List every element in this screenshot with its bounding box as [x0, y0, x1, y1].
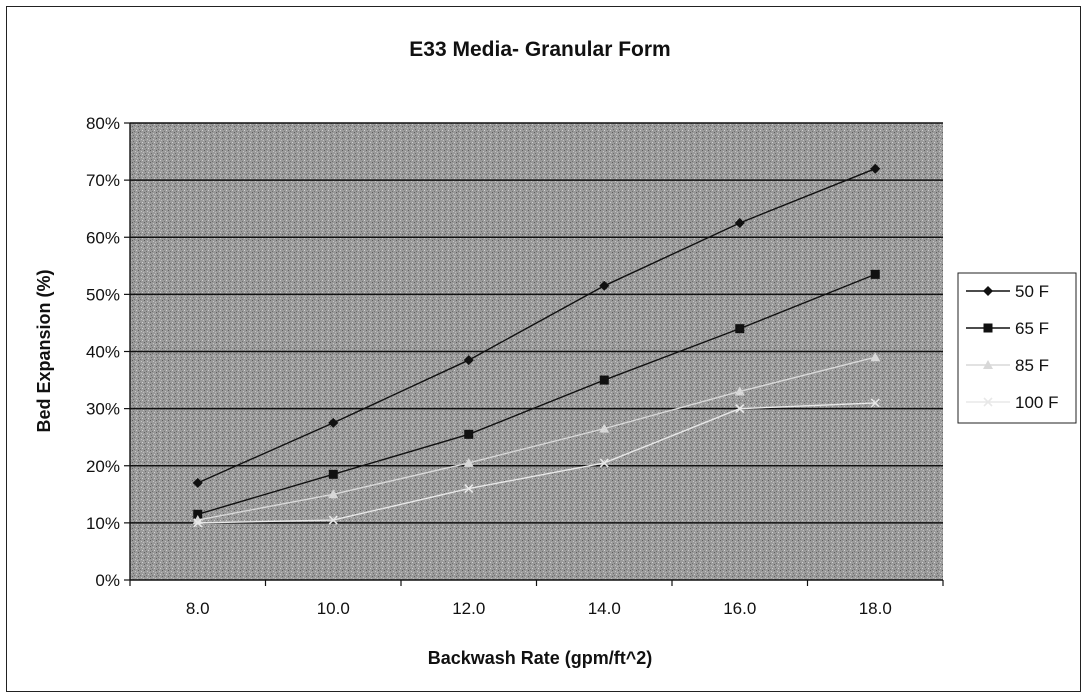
- data-point: [193, 518, 203, 528]
- y-axis-title: Bed Expansion (%): [34, 269, 54, 432]
- data-point: [870, 352, 881, 362]
- series-85-f: [192, 352, 881, 525]
- legend-item: 50 F: [966, 282, 1049, 301]
- y-tick-label: 20%: [86, 457, 120, 476]
- legend-item: 65 F: [966, 319, 1049, 338]
- y-tick-label: 40%: [86, 343, 120, 362]
- data-point: [599, 458, 609, 468]
- series-line: [197, 273, 876, 515]
- legend-item: 100 F: [966, 393, 1058, 412]
- data-point: [192, 515, 203, 525]
- x-tick-label: 10.0: [317, 599, 350, 618]
- x-axis-title: Backwash Rate (gpm/ft^2): [428, 648, 653, 668]
- legend-box: [957, 272, 1077, 424]
- legend-item: 85 F: [966, 356, 1049, 375]
- legend-marker: [983, 397, 993, 407]
- data-point: [463, 355, 474, 366]
- data-point: [599, 375, 609, 385]
- data-point: [328, 469, 338, 479]
- data-point: [734, 217, 745, 228]
- series-50-f: [192, 163, 881, 488]
- y-tick-label: 30%: [86, 400, 120, 419]
- x-tick-label: 18.0: [859, 599, 892, 618]
- y-tick-label: 70%: [86, 171, 120, 190]
- data-point: [734, 386, 745, 396]
- gridlines: [130, 122, 943, 524]
- legend-marker: [983, 286, 993, 296]
- data-point: [328, 515, 338, 525]
- legend-label: 85 F: [1015, 356, 1049, 375]
- data-point: [870, 398, 880, 408]
- data-point: [193, 509, 203, 519]
- y-tick-label: 60%: [86, 228, 120, 247]
- data-point: [463, 457, 474, 467]
- data-point: [599, 423, 610, 433]
- legend: 50 F 65 F 85 F 100 F: [957, 272, 1077, 424]
- data-point: [464, 484, 474, 494]
- legend-label: 50 F: [1015, 282, 1049, 301]
- data-point: [735, 404, 745, 414]
- x-axis-ticks: 8.0 10.0 12.0 14.0 16.0 18.0: [129, 580, 944, 618]
- data-point: [328, 417, 339, 428]
- y-axis-ticks: 0% 10% 20% 30% 40% 50% 60% 70% 80%: [86, 114, 130, 590]
- data-point: [870, 163, 881, 174]
- series-100-f: [193, 398, 880, 528]
- series-line: [197, 168, 876, 484]
- legend-marker: [983, 323, 993, 333]
- y-tick-label: 50%: [86, 285, 120, 304]
- series-layer: [192, 163, 881, 528]
- data-point: [464, 429, 474, 439]
- data-point: [735, 324, 745, 334]
- x-tick-label: 14.0: [588, 599, 621, 618]
- chart-title: E33 Media- Granular Form: [409, 38, 670, 61]
- x-tick-label: 8.0: [186, 599, 210, 618]
- series-line: [197, 356, 876, 521]
- series-line: [197, 402, 876, 524]
- x-tick-label: 12.0: [452, 599, 485, 618]
- data-point: [599, 280, 610, 291]
- data-point: [192, 477, 203, 488]
- data-point: [870, 269, 880, 279]
- y-tick-label: 10%: [86, 514, 120, 533]
- data-point: [328, 489, 339, 499]
- series-65-f: [193, 269, 880, 519]
- x-tick-label: 16.0: [723, 599, 756, 618]
- legend-label: 65 F: [1015, 319, 1049, 338]
- legend-marker: [983, 360, 993, 369]
- legend-label: 100 F: [1015, 393, 1058, 412]
- y-tick-label: 80%: [86, 114, 120, 133]
- y-tick-label: 0%: [95, 571, 120, 590]
